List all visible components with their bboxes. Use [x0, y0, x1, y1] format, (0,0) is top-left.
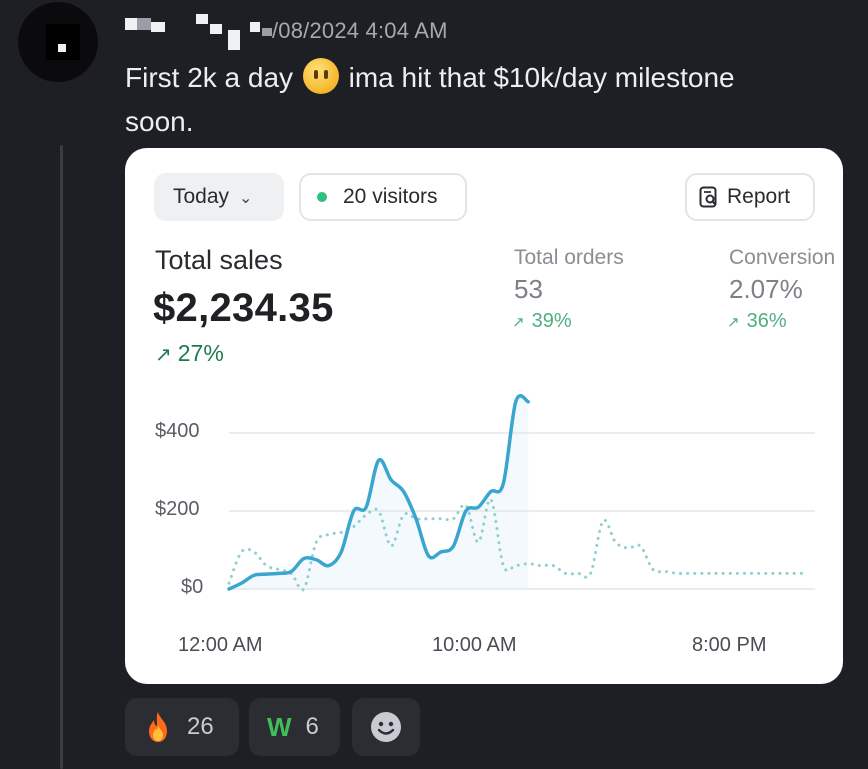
total-orders-change: ↗ 39% — [512, 310, 572, 333]
y-tick-label: $0 — [181, 576, 204, 598]
report-icon — [699, 186, 717, 208]
conversion-change-value: 36% — [746, 310, 787, 332]
total-sales-change-value: 27% — [177, 340, 224, 366]
avatar[interactable] — [18, 2, 98, 82]
conversion-change: ↗ 36% — [727, 310, 787, 333]
sales-line-chart — [227, 394, 815, 592]
report-label: Report — [727, 185, 791, 208]
w-letter-icon: W — [267, 711, 292, 742]
x-tick-label: 12:00 AM — [178, 634, 263, 656]
arrow-up-right-icon: ↗ — [155, 344, 172, 366]
total-orders-label: Total orders — [514, 246, 624, 269]
conversion-label: Conversion — [729, 246, 836, 269]
date-filter-label: Today — [173, 185, 230, 208]
reaction-w-count: 6 — [305, 713, 319, 740]
x-tick-label: 10:00 AM — [432, 634, 517, 656]
x-tick-label: 8:00 PM — [692, 634, 767, 656]
report-button[interactable]: Report — [685, 173, 815, 221]
fire-icon — [149, 712, 167, 742]
y-tick-label: $400 — [155, 420, 200, 442]
message-text: First 2k a day ima hit that $10k/day mil… — [125, 56, 845, 144]
message-timestamp: /08/2024 4:04 AM — [272, 18, 448, 43]
y-tick-label: $200 — [155, 498, 200, 520]
chevron-down-icon: ⌄ — [239, 190, 253, 207]
live-dot-icon — [317, 192, 327, 202]
total-orders-change-value: 39% — [531, 310, 572, 332]
total-sales-change: ↗ 27% — [155, 340, 224, 367]
reaction-w[interactable]: W 6 — [249, 698, 340, 756]
sales-dashboard-image[interactable]: Today ⌄ 20 visitors Report Total sales $… — [125, 148, 843, 684]
message-part-1: First 2k a day — [125, 62, 294, 93]
arrow-up-right-icon: ↗ — [512, 314, 525, 331]
total-orders-value: 53 — [514, 274, 543, 304]
add-reaction-smile-icon — [371, 712, 401, 742]
arrow-up-right-icon: ↗ — [727, 314, 740, 331]
today-sales-line — [227, 394, 530, 591]
today-area — [229, 395, 529, 589]
message-part-3: soon. — [125, 106, 194, 137]
total-sales-value: $2,234.35 — [153, 286, 334, 330]
add-reaction-button[interactable] — [352, 698, 420, 756]
reaction-fire-count: 26 — [187, 713, 214, 740]
flushed-face-emoji-icon — [302, 58, 339, 94]
total-sales-label: Total sales — [155, 245, 283, 275]
thread-line — [60, 145, 63, 769]
visitors-badge[interactable]: 20 visitors — [299, 173, 467, 221]
message-part-2: ima hit that $10k/day milestone — [348, 62, 735, 93]
date-filter-dropdown[interactable]: Today ⌄ — [154, 173, 284, 221]
reaction-fire[interactable]: 26 — [125, 698, 239, 756]
conversion-value: 2.07% — [729, 274, 803, 304]
visitors-label: 20 visitors — [343, 185, 438, 208]
